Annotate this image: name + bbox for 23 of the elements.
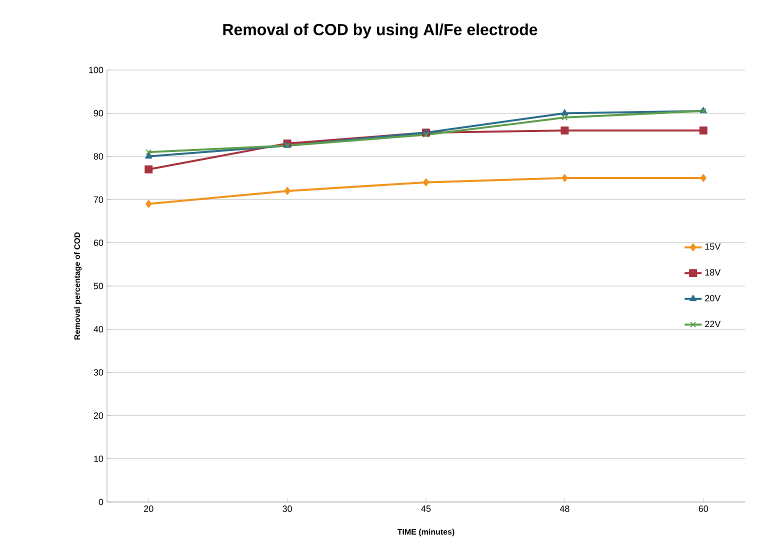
y-tick-label: 80 xyxy=(94,153,104,160)
legend-label: 15V xyxy=(705,243,721,250)
y-tick-label: 90 xyxy=(94,110,104,116)
y-axis-title: Removal percentage of COD xyxy=(74,232,82,340)
x-tick-label: 60 xyxy=(698,506,708,512)
y-tick-label: 50 xyxy=(94,282,104,290)
chart-title: Removal of COD by using Al/Fe electrode xyxy=(223,24,538,38)
legend-label: 22V xyxy=(705,320,721,328)
x-tick-label: 20 xyxy=(144,506,154,512)
x-axis-title: TIME (minutes) xyxy=(397,528,454,536)
y-tick-label: 60 xyxy=(94,240,104,246)
y-tick-label: 40 xyxy=(94,326,104,332)
y-tick-label: 30 xyxy=(94,369,104,376)
legend-label: 20V xyxy=(705,294,721,302)
x-tick-label: 45 xyxy=(421,506,431,512)
x-tick-label: 30 xyxy=(282,506,292,512)
y-tick-label: 10 xyxy=(94,456,104,462)
y-tick-label: 70 xyxy=(94,196,104,203)
y-tick-label: 20 xyxy=(94,412,104,419)
y-tick-label: 0 xyxy=(98,498,104,506)
x-tick-label: 48 xyxy=(560,506,570,512)
y-tick-label: 100 xyxy=(89,66,104,74)
legend-label: 18V xyxy=(705,269,721,276)
